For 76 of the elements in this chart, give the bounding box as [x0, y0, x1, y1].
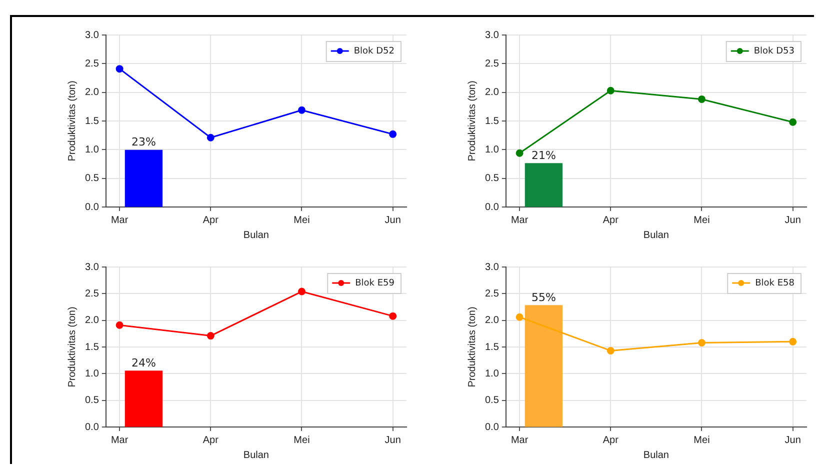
y-tick-label: 1.0: [84, 368, 100, 380]
y-tick-label: 0.0: [84, 202, 100, 213]
y-tick-label: 3.0: [484, 262, 500, 273]
y-tick-label: 1.5: [484, 116, 500, 127]
y-tick-label: 2.0: [84, 315, 100, 326]
legend-label: Blok D53: [754, 46, 795, 56]
y-axis-title: Produktivitas (ton): [66, 80, 78, 162]
legend-label: Blok E58: [755, 278, 795, 288]
point: [206, 332, 214, 340]
y-tick-label: 0.0: [484, 202, 500, 213]
y-tick-label: 0.0: [84, 422, 100, 433]
y-tick-label: 2.5: [84, 288, 100, 300]
y-tick-label: 2.0: [484, 87, 500, 98]
x-tick-label: Mei: [694, 434, 710, 446]
y-tick-label: 1.5: [84, 342, 100, 353]
annotation: 21%: [531, 148, 556, 162]
point: [206, 134, 214, 142]
point: [116, 321, 124, 329]
point: [698, 338, 706, 346]
point: [606, 346, 614, 354]
x-tick-label: Apr: [602, 434, 620, 446]
y-axis-title: Produktivitas (ton): [66, 306, 78, 388]
y-tick-label: 2.0: [484, 315, 500, 326]
x-axis-title: Bulan: [243, 450, 269, 461]
x-tick-label: Mei: [294, 434, 310, 446]
point: [116, 65, 124, 73]
point: [298, 288, 306, 296]
x-tick-label: Mar: [510, 214, 529, 226]
x-tick-label: Apr: [202, 214, 220, 226]
y-tick-label: 1.0: [484, 144, 500, 156]
y-tick-label: 3.0: [84, 262, 100, 273]
x-tick-label: Mei: [694, 214, 710, 226]
y-tick-label: 1.0: [84, 144, 100, 156]
y-tick-label: 1.0: [484, 368, 500, 380]
annotation: 24%: [131, 356, 156, 370]
point: [298, 106, 306, 114]
x-tick-label: Jun: [384, 434, 401, 446]
point: [789, 338, 797, 346]
x-tick-label: Jun: [784, 214, 801, 226]
x-tick-label: Mar: [510, 434, 529, 446]
y-tick-label: 0.0: [484, 422, 500, 433]
x-tick-label: Jun: [384, 214, 401, 226]
y-tick-label: 2.5: [484, 58, 500, 70]
y-tick-label: 0.5: [484, 395, 500, 406]
annotation: 23%: [131, 136, 156, 149]
x-tick-label: Apr: [202, 434, 220, 446]
y-tick-label: 3.0: [484, 30, 500, 41]
x-tick-label: Mei: [294, 214, 310, 226]
x-tick-label: Mar: [110, 434, 129, 446]
x-tick-label: Jun: [784, 434, 801, 446]
x-tick-label: Apr: [602, 214, 620, 226]
y-tick-label: 0.5: [84, 395, 100, 406]
annotation: 55%: [531, 290, 556, 304]
x-tick-label: Mar: [110, 214, 129, 226]
y-tick-label: 2.5: [484, 288, 500, 300]
x-axis-title: Bulan: [643, 450, 669, 461]
point: [606, 86, 614, 94]
y-axis-title: Produktivitas (ton): [466, 306, 478, 388]
y-tick-label: 1.5: [84, 116, 100, 127]
y-tick-label: 1.5: [484, 342, 500, 353]
point: [516, 149, 524, 157]
y-tick-label: 0.5: [84, 173, 100, 184]
x-axis-title: Bulan: [643, 230, 669, 241]
point: [389, 312, 397, 320]
legend-label: Blok E59: [355, 278, 395, 288]
y-tick-label: 3.0: [84, 30, 100, 41]
point: [516, 313, 524, 321]
y-tick-label: 0.5: [484, 173, 500, 184]
y-tick-label: 2.5: [84, 58, 100, 70]
y-axis-title: Produktivitas (ton): [466, 80, 478, 162]
point: [389, 130, 397, 138]
x-axis-title: Bulan: [243, 230, 269, 241]
point: [789, 118, 797, 126]
legend-label: Blok D52: [354, 46, 395, 56]
point: [698, 95, 706, 103]
y-tick-label: 2.0: [84, 87, 100, 98]
